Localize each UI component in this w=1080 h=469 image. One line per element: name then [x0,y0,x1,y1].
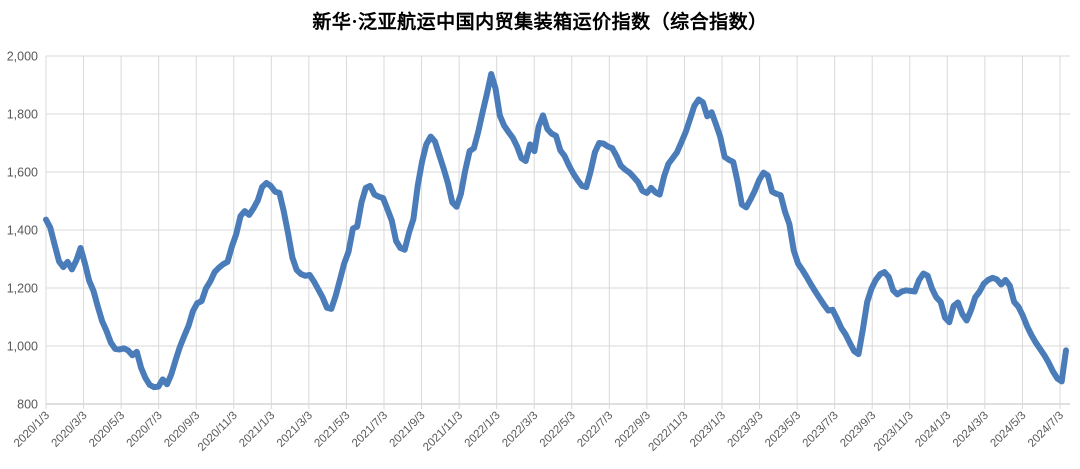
x-tick-label: 2021/3/3 [275,410,315,450]
x-tick-label: 2021/5/3 [312,410,352,450]
chart-title: 新华·泛亚航运中国内贸集装箱运价指数（综合指数） [312,12,768,33]
y-tick-label: 1,600 [7,166,38,180]
y-tick-label: 1,000 [7,340,38,354]
x-tick-label: 2024/3/3 [951,410,991,450]
index-line [43,71,1069,391]
x-tick-label: 2024/1/3 [913,410,953,450]
x-tick-label: 2024/7/3 [1026,410,1066,450]
x-tick-label: 2020/5/3 [87,410,127,450]
y-tick-label: 800 [17,398,38,412]
x-tick-label: 2023/1/3 [688,410,728,450]
y-tick-label: 1,200 [7,282,38,296]
x-tick-label: 2020/3/3 [50,410,90,450]
x-tick-label: 2023/7/3 [801,410,841,450]
x-tick-label: 2022/5/3 [538,410,578,450]
x-tick-label: 2022/7/3 [575,410,615,450]
x-tick-label: 2022/3/3 [500,410,540,450]
x-tick-label: 2022/11/3 [647,410,691,454]
x-tick-label: 2020/1/3 [12,410,52,450]
x-tick-label: 2020/7/3 [125,410,165,450]
x-tick-label: 2021/7/3 [350,410,390,450]
y-tick-label: 2,000 [7,50,38,64]
x-tick-label: 2023/5/3 [763,410,803,450]
x-tick-label: 2021/1/3 [237,410,277,450]
x-tick-label: 2023/3/3 [726,410,766,450]
x-tick-label: 2021/11/3 [421,410,465,454]
y-tick-label: 1,800 [7,108,38,122]
x-tick-label: 2024/5/3 [988,410,1028,450]
x-tick-label: 2020/11/3 [196,410,240,454]
y-tick-label: 1,400 [7,224,38,238]
x-tick-label: 2022/1/3 [463,410,503,450]
x-tick-label: 2023/11/3 [872,410,916,454]
